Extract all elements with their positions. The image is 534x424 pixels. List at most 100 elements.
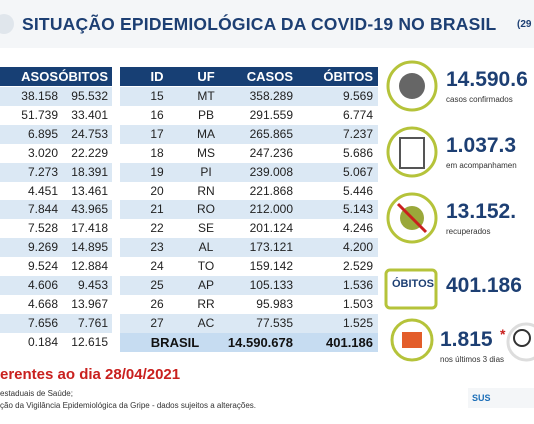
title: SITUAÇÃO EPIDEMIOLÓGICA DA COVID-19 NO B…	[22, 14, 497, 34]
table-cell: 239.008	[249, 164, 293, 179]
table-cell: 358.289	[249, 89, 293, 103]
table-cell: 4.668	[27, 296, 58, 311]
table-cell: 95.983	[256, 296, 293, 311]
row-bg	[0, 238, 112, 258]
table-cell: 212.000	[249, 202, 293, 217]
total-cell: 401.186	[326, 334, 373, 350]
table-cell: 13.967	[71, 296, 108, 311]
table-cell: 4.246	[342, 221, 373, 236]
column-header: CASOS	[246, 69, 293, 84]
column-header: ÓBITOS	[323, 69, 373, 84]
row-bg	[120, 238, 378, 258]
table-cell: 173.121	[249, 240, 293, 255]
table-cell: 51.739	[21, 107, 58, 122]
recovered-slash	[396, 202, 428, 234]
table-cell: 77.535	[256, 315, 293, 330]
table-cell: 0.184	[27, 334, 58, 349]
panel-value: 13.152.	[446, 200, 517, 223]
table-cell: 221.868	[249, 183, 293, 198]
table-cell: 7.273	[27, 164, 58, 179]
table-cell: 7.528	[27, 221, 58, 236]
row-bg	[0, 143, 112, 163]
row-bg	[0, 200, 112, 220]
source-note: ção da Vigilância Epidemiológica da Grip…	[0, 401, 257, 410]
table-cell: 5.067	[342, 164, 373, 179]
table-cell: PB	[197, 107, 214, 122]
table-cell: 6.774	[342, 107, 373, 122]
table-cell: 21	[150, 202, 164, 217]
row-bg	[0, 219, 112, 239]
column-header: UF	[197, 69, 215, 84]
row-bg	[0, 332, 112, 352]
sus-logo: SUS	[472, 393, 491, 403]
table-cell: 7.844	[27, 202, 58, 217]
table-cell: AP	[197, 278, 214, 292]
virus-icon	[399, 73, 425, 99]
panel-caption: recuperados	[446, 227, 491, 236]
table-cell: AL	[198, 240, 214, 255]
table-cell: 9.569	[342, 89, 373, 103]
table-cell: 18	[150, 145, 164, 160]
table-cell: 4.200	[342, 240, 373, 255]
table-cell: 15	[150, 89, 164, 103]
panel-value: 1.815	[440, 328, 493, 351]
table-cell: 7.761	[77, 315, 108, 330]
table-cell: 25	[150, 278, 164, 292]
panel-caption: casos confirmados	[446, 95, 513, 104]
clipboard-icon	[399, 137, 425, 169]
table-cell: 5.143	[342, 202, 373, 217]
table-cell: 27	[150, 315, 164, 330]
table-cell: 12.884	[71, 259, 108, 274]
table-cell: MA	[197, 126, 215, 141]
table-cell: 22	[150, 221, 164, 236]
column-header: ID	[150, 69, 164, 84]
table-cell: 9.269	[27, 240, 58, 255]
row-bg	[0, 313, 112, 333]
row-bg	[0, 105, 112, 125]
table-cell: 26	[150, 296, 164, 311]
column-header: ASOS	[21, 69, 58, 84]
total-cell: 14.590.678	[227, 334, 293, 350]
row-bg	[120, 313, 378, 333]
table-cell: 105.133	[249, 278, 293, 292]
source-note: estaduais de Saúde;	[0, 389, 73, 398]
total-bg	[120, 332, 378, 352]
table-cell: RO	[197, 202, 215, 217]
logo	[0, 14, 14, 34]
table-cell: 7.656	[27, 315, 58, 330]
table-cell: 2.529	[342, 259, 373, 274]
row-bg	[120, 162, 378, 182]
table-cell: 159.142	[249, 259, 293, 274]
table-cell: 24.753	[71, 126, 108, 141]
date-fragment: (29	[517, 19, 532, 30]
table-cell: 17.418	[71, 221, 108, 236]
table-cell: 43.965	[71, 202, 108, 217]
panel-label: ÓBITOS	[392, 278, 434, 290]
title-bar	[0, 0, 534, 48]
panel-mark: *	[500, 326, 506, 342]
table-cell: 265.865	[249, 126, 293, 141]
table-cell: 33.401	[71, 107, 108, 122]
table-cell: 3.020	[27, 145, 58, 160]
table-cell: 5.446	[342, 183, 373, 198]
table-cell: 95.532	[71, 89, 108, 103]
row-bg	[120, 87, 378, 106]
table-cell: AC	[197, 315, 215, 330]
panel-value: 401.186	[446, 274, 522, 297]
table-cell: 5.686	[342, 145, 373, 160]
table-cell: 201.124	[249, 221, 293, 236]
total-cell: BRASIL	[150, 334, 200, 350]
panel-caption: em acompanhamen	[446, 161, 517, 170]
table-cell: 291.559	[249, 107, 293, 122]
row-bg	[120, 200, 378, 220]
table-cell: 23	[150, 240, 164, 255]
row-bg	[0, 257, 112, 277]
row-bg	[0, 162, 112, 182]
table-cell: 12.615	[71, 334, 108, 349]
row-bg	[120, 219, 378, 239]
table-cell: 17	[150, 126, 164, 141]
table-cell: 22.229	[71, 145, 108, 160]
calendar-icon	[402, 332, 422, 348]
right-header	[120, 67, 378, 86]
